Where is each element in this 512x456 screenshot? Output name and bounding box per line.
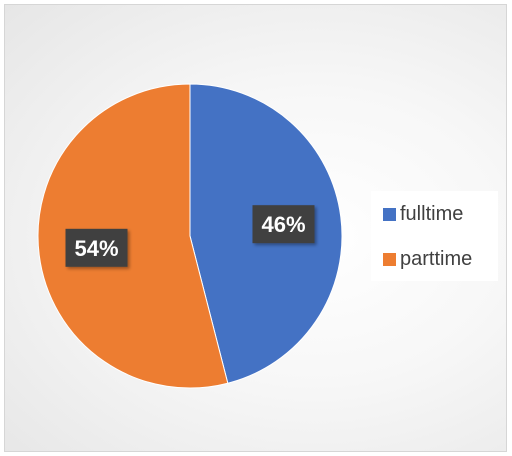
- data-label-parttime: 54%: [65, 228, 128, 267]
- chart-legend: fulltime parttime: [371, 191, 498, 281]
- svg-text:54%: 54%: [74, 236, 118, 261]
- legend-item-fulltime: fulltime: [383, 203, 463, 225]
- legend-label-parttime: parttime: [400, 247, 473, 270]
- pie-slice-parttime: [37, 83, 229, 389]
- data-label-fulltime: 46%: [252, 205, 315, 244]
- svg-text:46%: 46%: [261, 212, 305, 237]
- legend-label-fulltime: fulltime: [400, 202, 464, 225]
- legend-swatch-fulltime: [383, 207, 396, 221]
- legend-item-parttime: parttime: [383, 248, 472, 270]
- legend-swatch-parttime: [383, 252, 396, 266]
